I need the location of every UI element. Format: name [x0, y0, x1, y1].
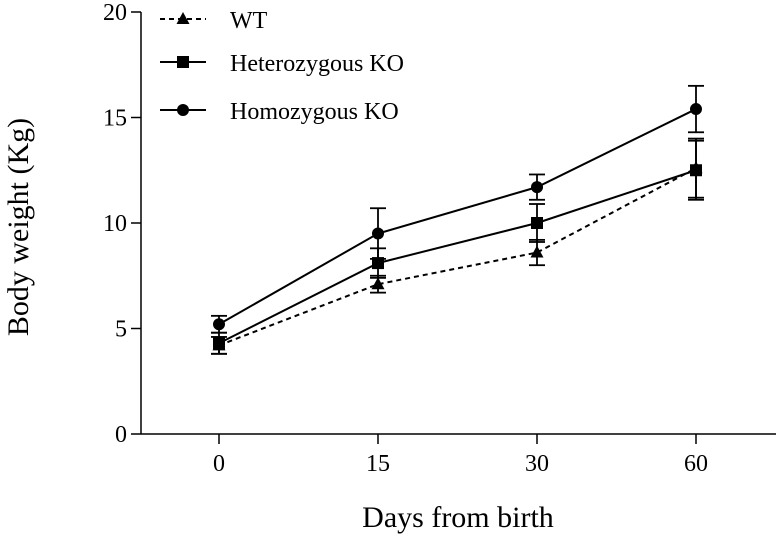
series-line [218, 169, 697, 345]
y-tick-label: 20 [103, 0, 127, 26]
legend-marker [177, 56, 189, 68]
data-point [531, 181, 543, 194]
data-point [690, 103, 702, 116]
legend-marker [176, 12, 190, 24]
x-tick-label: 15 [366, 451, 390, 477]
x-tick-label: 0 [213, 451, 225, 477]
legend-marker [177, 104, 189, 116]
data-point [213, 337, 225, 350]
legend-item: WT [160, 8, 268, 34]
x-axis-title: Days from birth [362, 501, 554, 534]
y-tick-label: 10 [103, 211, 127, 237]
series-homozygous-ko [211, 84, 704, 334]
data-point [372, 227, 384, 240]
y-tick-label: 0 [115, 422, 127, 448]
legend: WT Heterozygous KO Homozygous KO [160, 8, 404, 125]
x-tick-label: 60 [684, 451, 708, 477]
data-point [372, 257, 384, 270]
series-line [218, 167, 697, 347]
data-point [530, 245, 544, 258]
data-point [690, 164, 702, 177]
data-point [531, 217, 543, 229]
axes: 0 5 10 15 20 0 15 30 60 [103, 0, 776, 477]
legend-label: WT [230, 8, 268, 34]
data-point [371, 277, 385, 290]
y-axis-title: Body weight (Kg) [2, 118, 35, 336]
series-wt [211, 137, 704, 355]
data-point [213, 318, 225, 331]
y-tick-label: 5 [115, 317, 127, 343]
y-tick-label: 15 [103, 106, 127, 132]
series-layer [211, 84, 704, 355]
legend-item: Heterozygous KO [160, 51, 404, 77]
series-heterozygous-ko [211, 139, 704, 355]
legend-label: Homozygous KO [230, 99, 399, 125]
series-line [218, 108, 697, 326]
legend-item: Homozygous KO [160, 99, 399, 125]
x-tick-label: 30 [525, 451, 549, 477]
legend-label: Heterozygous KO [230, 51, 404, 77]
